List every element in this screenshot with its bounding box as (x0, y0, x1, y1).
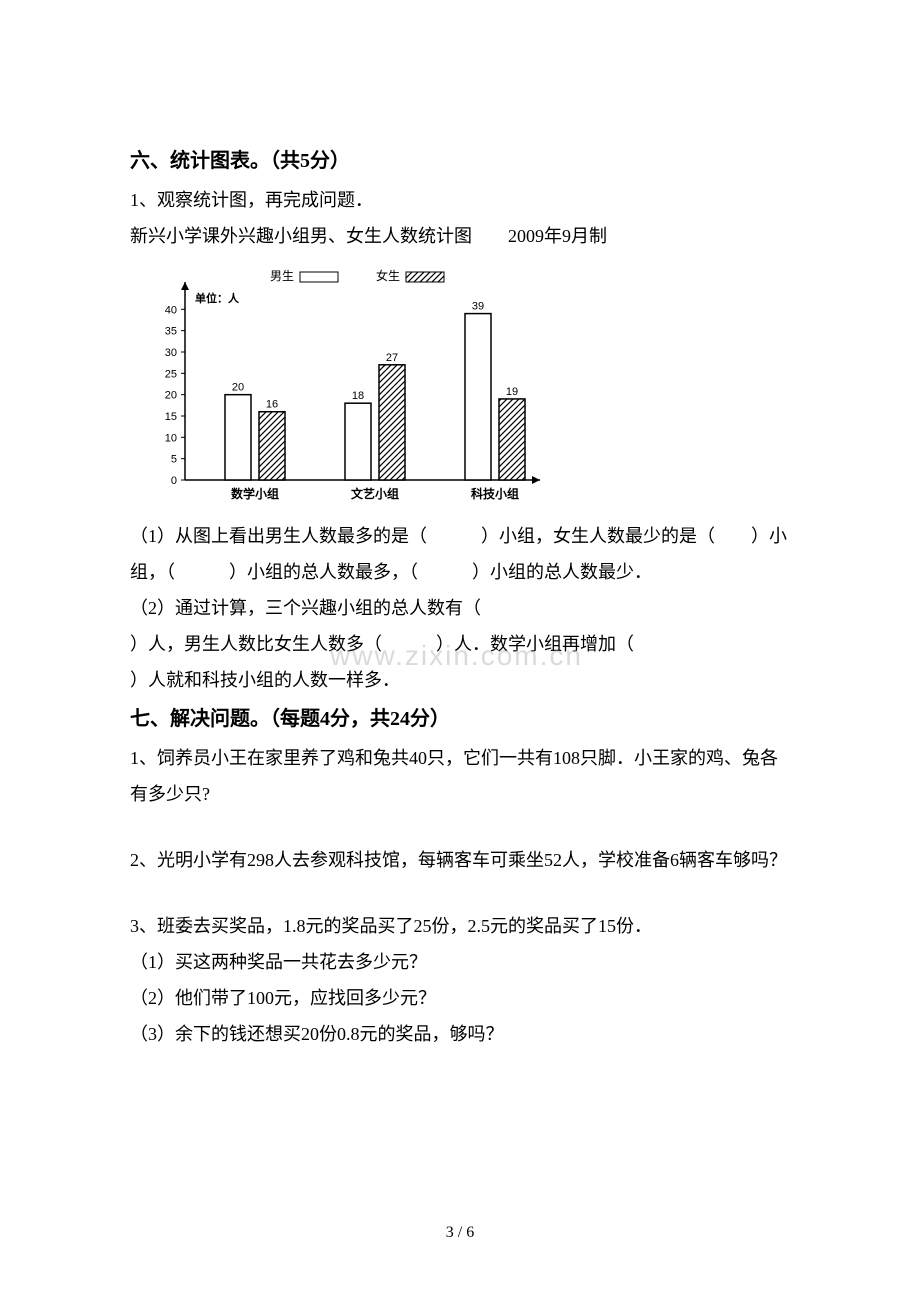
svg-text:男生: 男生 (270, 269, 294, 283)
svg-text:科技小组: 科技小组 (471, 486, 519, 501)
svg-text:27: 27 (386, 352, 398, 364)
q6-1-part2a: （2）通过计算，三个兴趣小组的总人数有（ (130, 590, 790, 626)
q6-1-intro: 1、观察统计图，再完成问题． (130, 182, 790, 218)
svg-text:40: 40 (165, 304, 177, 316)
section6-heading: 六、统计图表。（共5分） (130, 140, 790, 182)
svg-text:单位：人: 单位：人 (195, 291, 240, 305)
spacer (130, 812, 790, 842)
svg-text:19: 19 (506, 386, 518, 398)
q7-1: 1、饲养员小王在家里养了鸡和兔共40只，它们一共有108只脚．小王家的鸡、兔各有… (130, 740, 790, 812)
page-number: 3 / 6 (0, 1224, 920, 1242)
q7-2: 2、光明小学有298人去参观科技馆，每辆客车可乘坐52人，学校准备6辆客车够吗？ (130, 842, 790, 878)
q7-3-3: （3）余下的钱还想买20份0.8元的奖品，够吗？ (130, 1016, 790, 1052)
spacer (130, 878, 790, 908)
svg-text:18: 18 (352, 390, 364, 402)
svg-text:20: 20 (165, 390, 177, 402)
svg-text:15: 15 (165, 411, 177, 423)
chart-container: 0 5 10 15 20 25 30 35 40 单位：人 男生 女生 20 16 数学小组 18 27 文艺小组… (130, 260, 790, 510)
q6-1-part2b: ）人，男生人数比女生人数多（ ）人．数学小组再增加（ (130, 626, 790, 662)
svg-text:30: 30 (165, 347, 177, 359)
svg-text:35: 35 (165, 326, 177, 338)
svg-text:20: 20 (232, 382, 244, 394)
page: 六、统计图表。（共5分） 1、观察统计图，再完成问题． 新兴小学课外兴趣小组男、… (0, 0, 920, 1302)
q6-1-part2c: ）人就和科技小组的人数一样多． (130, 662, 790, 698)
svg-text:0: 0 (171, 475, 177, 487)
svg-text:39: 39 (472, 301, 484, 313)
q7-3-2: （2）他们带了100元，应找回多少元？ (130, 980, 790, 1016)
svg-text:文艺小组: 文艺小组 (351, 486, 399, 501)
svg-text:16: 16 (266, 399, 278, 411)
svg-text:10: 10 (165, 432, 177, 444)
section7-heading: 七、解决问题。（每题4分，共24分） (130, 698, 790, 740)
svg-text:25: 25 (165, 368, 177, 380)
chart-title-line: 新兴小学课外兴趣小组男、女生人数统计图 2009年9月制 (130, 218, 790, 254)
q7-3-intro: 3、班委去买奖品，1.8元的奖品买了25份，2.5元的奖品买了15份． (130, 908, 790, 944)
q6-1-part1: （1）从图上看出男生人数最多的是（ ）小组，女生人数最少的是（ ）小组，（ ）小… (130, 518, 790, 590)
q7-3-1: （1）买这两种奖品一共花去多少元？ (130, 944, 790, 980)
svg-text:女生: 女生 (376, 268, 400, 283)
svg-text:数学小组: 数学小组 (231, 486, 279, 501)
bar-chart: 0 5 10 15 20 25 30 35 40 单位：人 男生 女生 20 16 数学小组 18 27 文艺小组… (130, 260, 550, 510)
svg-text:5: 5 (171, 454, 177, 466)
